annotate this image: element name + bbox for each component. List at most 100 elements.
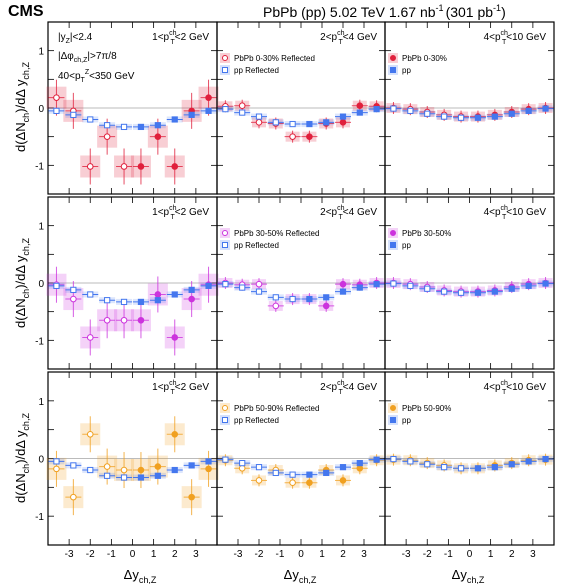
pp-reflected-point [272, 119, 279, 126]
x-tick-label: 0 [130, 549, 136, 560]
x-tick-label: -1 [107, 549, 116, 560]
pp-point [137, 123, 145, 131]
pp-reflected-point [272, 469, 279, 477]
pbpb-reflected-point [289, 133, 296, 140]
pbpb-reflected-point [120, 466, 128, 474]
x-tick-label: -3 [234, 549, 243, 560]
pbpb-reflected-point [86, 430, 94, 438]
pp-reflected-point [104, 472, 111, 479]
x-tick-label: 1 [488, 549, 494, 560]
legend-label: pp [402, 66, 411, 75]
x-tick-label: -2 [86, 549, 95, 560]
legend-marker [390, 417, 396, 423]
pp-reflected-point [441, 288, 448, 295]
legend-label: pp Reflected [234, 416, 279, 425]
pp-reflected-point [289, 295, 296, 303]
pp-reflected-point [70, 462, 77, 469]
legend-label: PbPb 50-90% [402, 404, 451, 413]
pp-reflected-point [289, 471, 296, 478]
lumi-sup-1: -1 [436, 3, 444, 13]
pp-point [188, 462, 195, 469]
pbpb-point [205, 94, 212, 101]
x-tick-label: -1 [444, 549, 453, 560]
x-tick-label: -2 [423, 549, 432, 560]
x-axis-label-col-1: Δych,Z [284, 567, 317, 584]
y-tick-label: -1 [35, 336, 44, 347]
y-tick-label: 1 [38, 397, 44, 408]
panel-r0-c2: 4<pch T<10 GeV PbPb 0-30% pp [384, 21, 555, 195]
legend-label: PbPb 30-50% [402, 229, 451, 238]
lumi-pp: (301 pb [446, 4, 494, 20]
pp-point [188, 111, 195, 118]
y-axis-label-row-1: d(ΔNch)/dΔ ych,Z [13, 238, 31, 328]
pbpb-reflected-point [53, 465, 60, 473]
pp-reflected-point [239, 460, 246, 467]
pbpb-point [137, 316, 145, 324]
pbpb-reflected-point [103, 463, 111, 470]
x-tick-label: -1 [276, 549, 285, 560]
pp-reflected-point [424, 285, 431, 292]
pp-point [154, 122, 161, 129]
pt-bin-label: 4<pch T<10 GeV [484, 30, 547, 46]
y-tick-label: 0 [38, 104, 44, 115]
pbpb-point [154, 291, 162, 298]
pp-reflected-point [457, 465, 465, 472]
pp-reflected-point [222, 281, 229, 288]
pp-point [339, 113, 347, 120]
pp-reflected-point [104, 297, 111, 304]
pt-bin-label: 4<pch T<10 GeV [484, 205, 547, 221]
legend-label: PbPb 50-90% Reflected [234, 404, 319, 413]
pbpb-point [154, 463, 162, 470]
x-tick-label: -3 [402, 549, 411, 560]
pp-point [508, 110, 515, 117]
panels: -1 0 1 1<pch T<2 GeV 2<pch T<4 GeV PbPb 0-30% R… [35, 21, 555, 560]
pbpb-reflected-point [289, 479, 296, 487]
pp-reflected-point [120, 298, 128, 306]
pt-bin-label: 2<pch T<4 GeV [320, 380, 377, 396]
pp-point [205, 107, 212, 114]
x-tick-label: 3 [193, 549, 199, 560]
pbpb-reflected-point [53, 94, 60, 101]
y-tick-label: 1 [38, 47, 44, 58]
pp-point [323, 469, 330, 477]
pbpb-point [171, 334, 179, 341]
svg-text:d(ΔNch)/dΔ ych,Z: d(ΔNch)/dΔ ych,Z [13, 62, 31, 152]
pbpb-point [356, 465, 364, 472]
pbpb-point [188, 295, 195, 303]
pp-point [306, 471, 313, 478]
pp-point [373, 106, 380, 113]
pp-reflected-point [407, 458, 414, 465]
pbpb-point [339, 280, 347, 288]
x-tick-label: 3 [361, 549, 367, 560]
pp-point [508, 461, 515, 468]
panel-r2-c0: -3 -2 -1 0 1 2 3 -1 0 1 1<pch T<2 GeV [35, 371, 219, 560]
pp-reflected-point [390, 455, 397, 463]
y-tick-label: -1 [35, 512, 44, 523]
pp-reflected-point [457, 114, 465, 121]
pp-point [339, 288, 347, 295]
x-tick-label: -2 [255, 549, 264, 560]
pp-reflected-point [407, 282, 414, 289]
pp-point [154, 472, 161, 479]
pp-point [542, 455, 549, 463]
panel-r0-c0: -1 0 1 1<pch T<2 GeV [35, 21, 219, 195]
x-tick-label: 3 [530, 549, 536, 560]
legend-marker [390, 230, 396, 236]
legend-marker [222, 417, 228, 423]
x-axis-label-col-0: Δych,Z [124, 567, 157, 584]
svg-text:40<pTZ<350 GeV: 40<pTZ<350 GeV [58, 69, 135, 84]
y-tick-label: 0 [38, 455, 44, 466]
pp-reflected-point [239, 284, 246, 291]
pp-point [205, 458, 212, 465]
panel-r1-c2: 4<pch T<10 GeV PbPb 30-50% pp [384, 196, 555, 370]
pbpb-reflected-point [86, 334, 94, 341]
panel-r0-c1: 2<pch T<4 GeV PbPb 0-30% Reflected pp Refle… [216, 21, 386, 195]
pbpb-reflected-point [255, 119, 263, 126]
y-tick-label: 1 [38, 222, 44, 233]
pp-reflected-point [53, 107, 60, 114]
pp-point [525, 107, 532, 114]
pp-point [491, 464, 498, 471]
